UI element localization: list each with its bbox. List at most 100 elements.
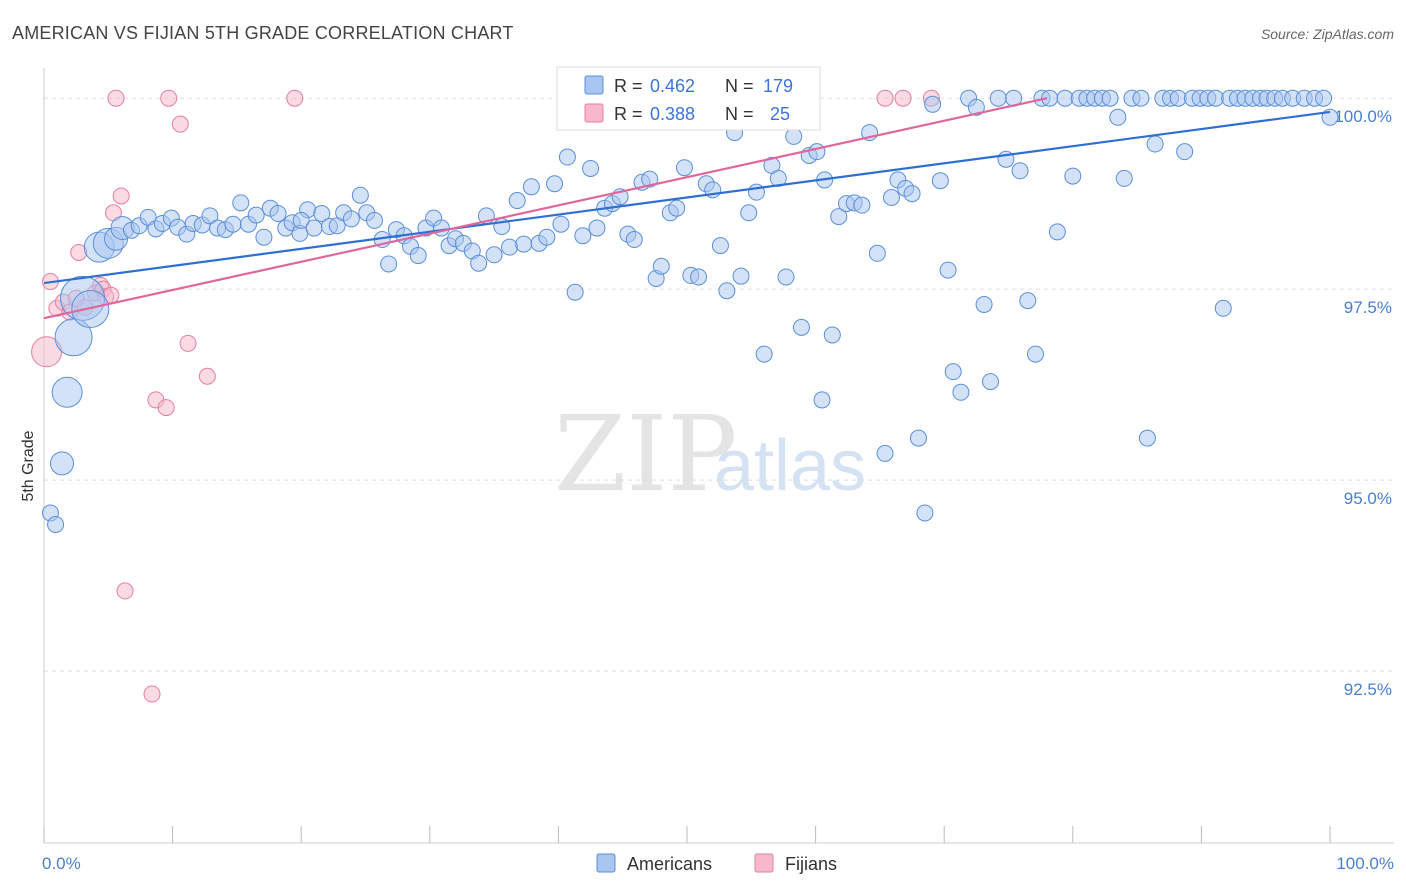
americans-point	[813, 391, 831, 409]
americans-point	[269, 205, 287, 223]
americans-point	[1169, 89, 1187, 107]
americans-point	[588, 219, 606, 237]
americans-point	[552, 215, 570, 233]
americans-point	[255, 228, 273, 246]
chart-source: Source: ZipAtlas.com	[1261, 26, 1394, 42]
americans-point	[675, 159, 693, 177]
americans-trend-line	[43, 110, 1331, 285]
americans-point	[718, 282, 736, 300]
americans-point	[538, 228, 556, 246]
americans-point	[515, 235, 533, 253]
americans-point	[558, 148, 576, 166]
americans-point	[1115, 169, 1133, 187]
americans-point	[292, 211, 310, 229]
americans-point	[785, 127, 803, 145]
fijians-n-value: 25	[770, 104, 790, 124]
americans-point	[224, 215, 242, 233]
fijians-point	[160, 89, 178, 107]
americans-point	[668, 199, 686, 217]
fijians-point	[876, 89, 894, 107]
stats-legend: R = 0.462 N = 179 R = 0.388 N = 25	[556, 66, 821, 131]
americans-point	[909, 429, 927, 447]
bottom-legend: Americans Fijians	[596, 853, 837, 874]
americans-point	[485, 246, 503, 264]
americans-point	[305, 219, 323, 237]
americans-point	[641, 170, 659, 188]
fijians-n-label: N =	[725, 104, 754, 124]
americans-point	[868, 244, 886, 262]
americans-point	[1027, 345, 1045, 363]
americans-point	[247, 206, 265, 224]
americans-point	[944, 363, 962, 381]
americans-point	[989, 89, 1007, 107]
americans-point	[380, 255, 398, 273]
y-tick-label: 97.5%	[1344, 298, 1392, 317]
americans-point	[808, 143, 826, 161]
americans-point	[1011, 162, 1029, 180]
legend-fijians-swatch	[754, 853, 774, 873]
americans-point	[975, 295, 993, 313]
americans-point	[1138, 429, 1156, 447]
americans-point	[777, 268, 795, 286]
americans-point	[1146, 135, 1164, 153]
americans-point	[582, 159, 600, 177]
americans-point	[903, 185, 921, 203]
x-tick-label-max: 100.0%	[1336, 854, 1394, 873]
americans-r-label: R =	[614, 76, 643, 96]
americans-point	[51, 376, 83, 408]
americans-point	[342, 210, 360, 228]
americans-point	[690, 268, 708, 286]
americans-point	[366, 211, 384, 229]
americans-point	[916, 504, 934, 522]
legend-americans-label: Americans	[627, 854, 712, 874]
fijians-point	[894, 89, 912, 107]
americans-point	[830, 208, 848, 226]
americans-point	[792, 318, 810, 336]
americans-point	[50, 451, 75, 476]
americans-point	[351, 186, 369, 204]
americans-point	[924, 95, 942, 113]
americans-point	[47, 515, 65, 533]
legend-americans-swatch	[596, 853, 616, 873]
americans-point	[432, 219, 450, 237]
americans-point	[952, 383, 970, 401]
americans-point	[882, 189, 900, 207]
fijians-point	[112, 187, 130, 205]
fijians-point	[198, 367, 216, 385]
gridlines	[44, 97, 1394, 672]
americans-point	[967, 98, 985, 116]
fijians-r-value: 0.388	[650, 104, 695, 124]
americans-point	[1019, 292, 1037, 310]
watermark-atlas: atlas	[714, 426, 866, 506]
watermark: ZIP atlas	[554, 393, 866, 515]
fijians-point	[157, 399, 175, 417]
americans-point	[1207, 89, 1225, 107]
americans-point	[1064, 167, 1082, 185]
x-tick-labels: 0.0% 100.0%	[42, 854, 1394, 873]
fijians-point	[171, 115, 189, 133]
americans-point	[1056, 89, 1074, 107]
americans-point	[470, 254, 488, 272]
americans-point	[931, 172, 949, 190]
americans-point	[409, 247, 427, 265]
americans-point	[313, 205, 331, 223]
fijians-point	[116, 582, 134, 600]
americans-point	[939, 261, 957, 279]
americans-point	[625, 231, 643, 249]
y-axis-label: 5th Grade	[20, 430, 37, 501]
americans-n-value: 179	[763, 76, 793, 96]
americans-point	[732, 267, 750, 285]
americans-point	[1176, 143, 1194, 161]
americans-point	[546, 175, 564, 193]
legend-fijians-label: Fijians	[785, 854, 837, 874]
americans-point	[201, 207, 219, 225]
fijians-point	[179, 334, 197, 352]
americans-point	[823, 326, 841, 344]
americans-point	[711, 237, 729, 255]
y-tick-label: 95.0%	[1344, 489, 1392, 508]
americans-point	[574, 227, 592, 245]
fijians-point	[107, 89, 125, 107]
americans-point	[508, 192, 526, 210]
americans-point	[1315, 89, 1333, 107]
